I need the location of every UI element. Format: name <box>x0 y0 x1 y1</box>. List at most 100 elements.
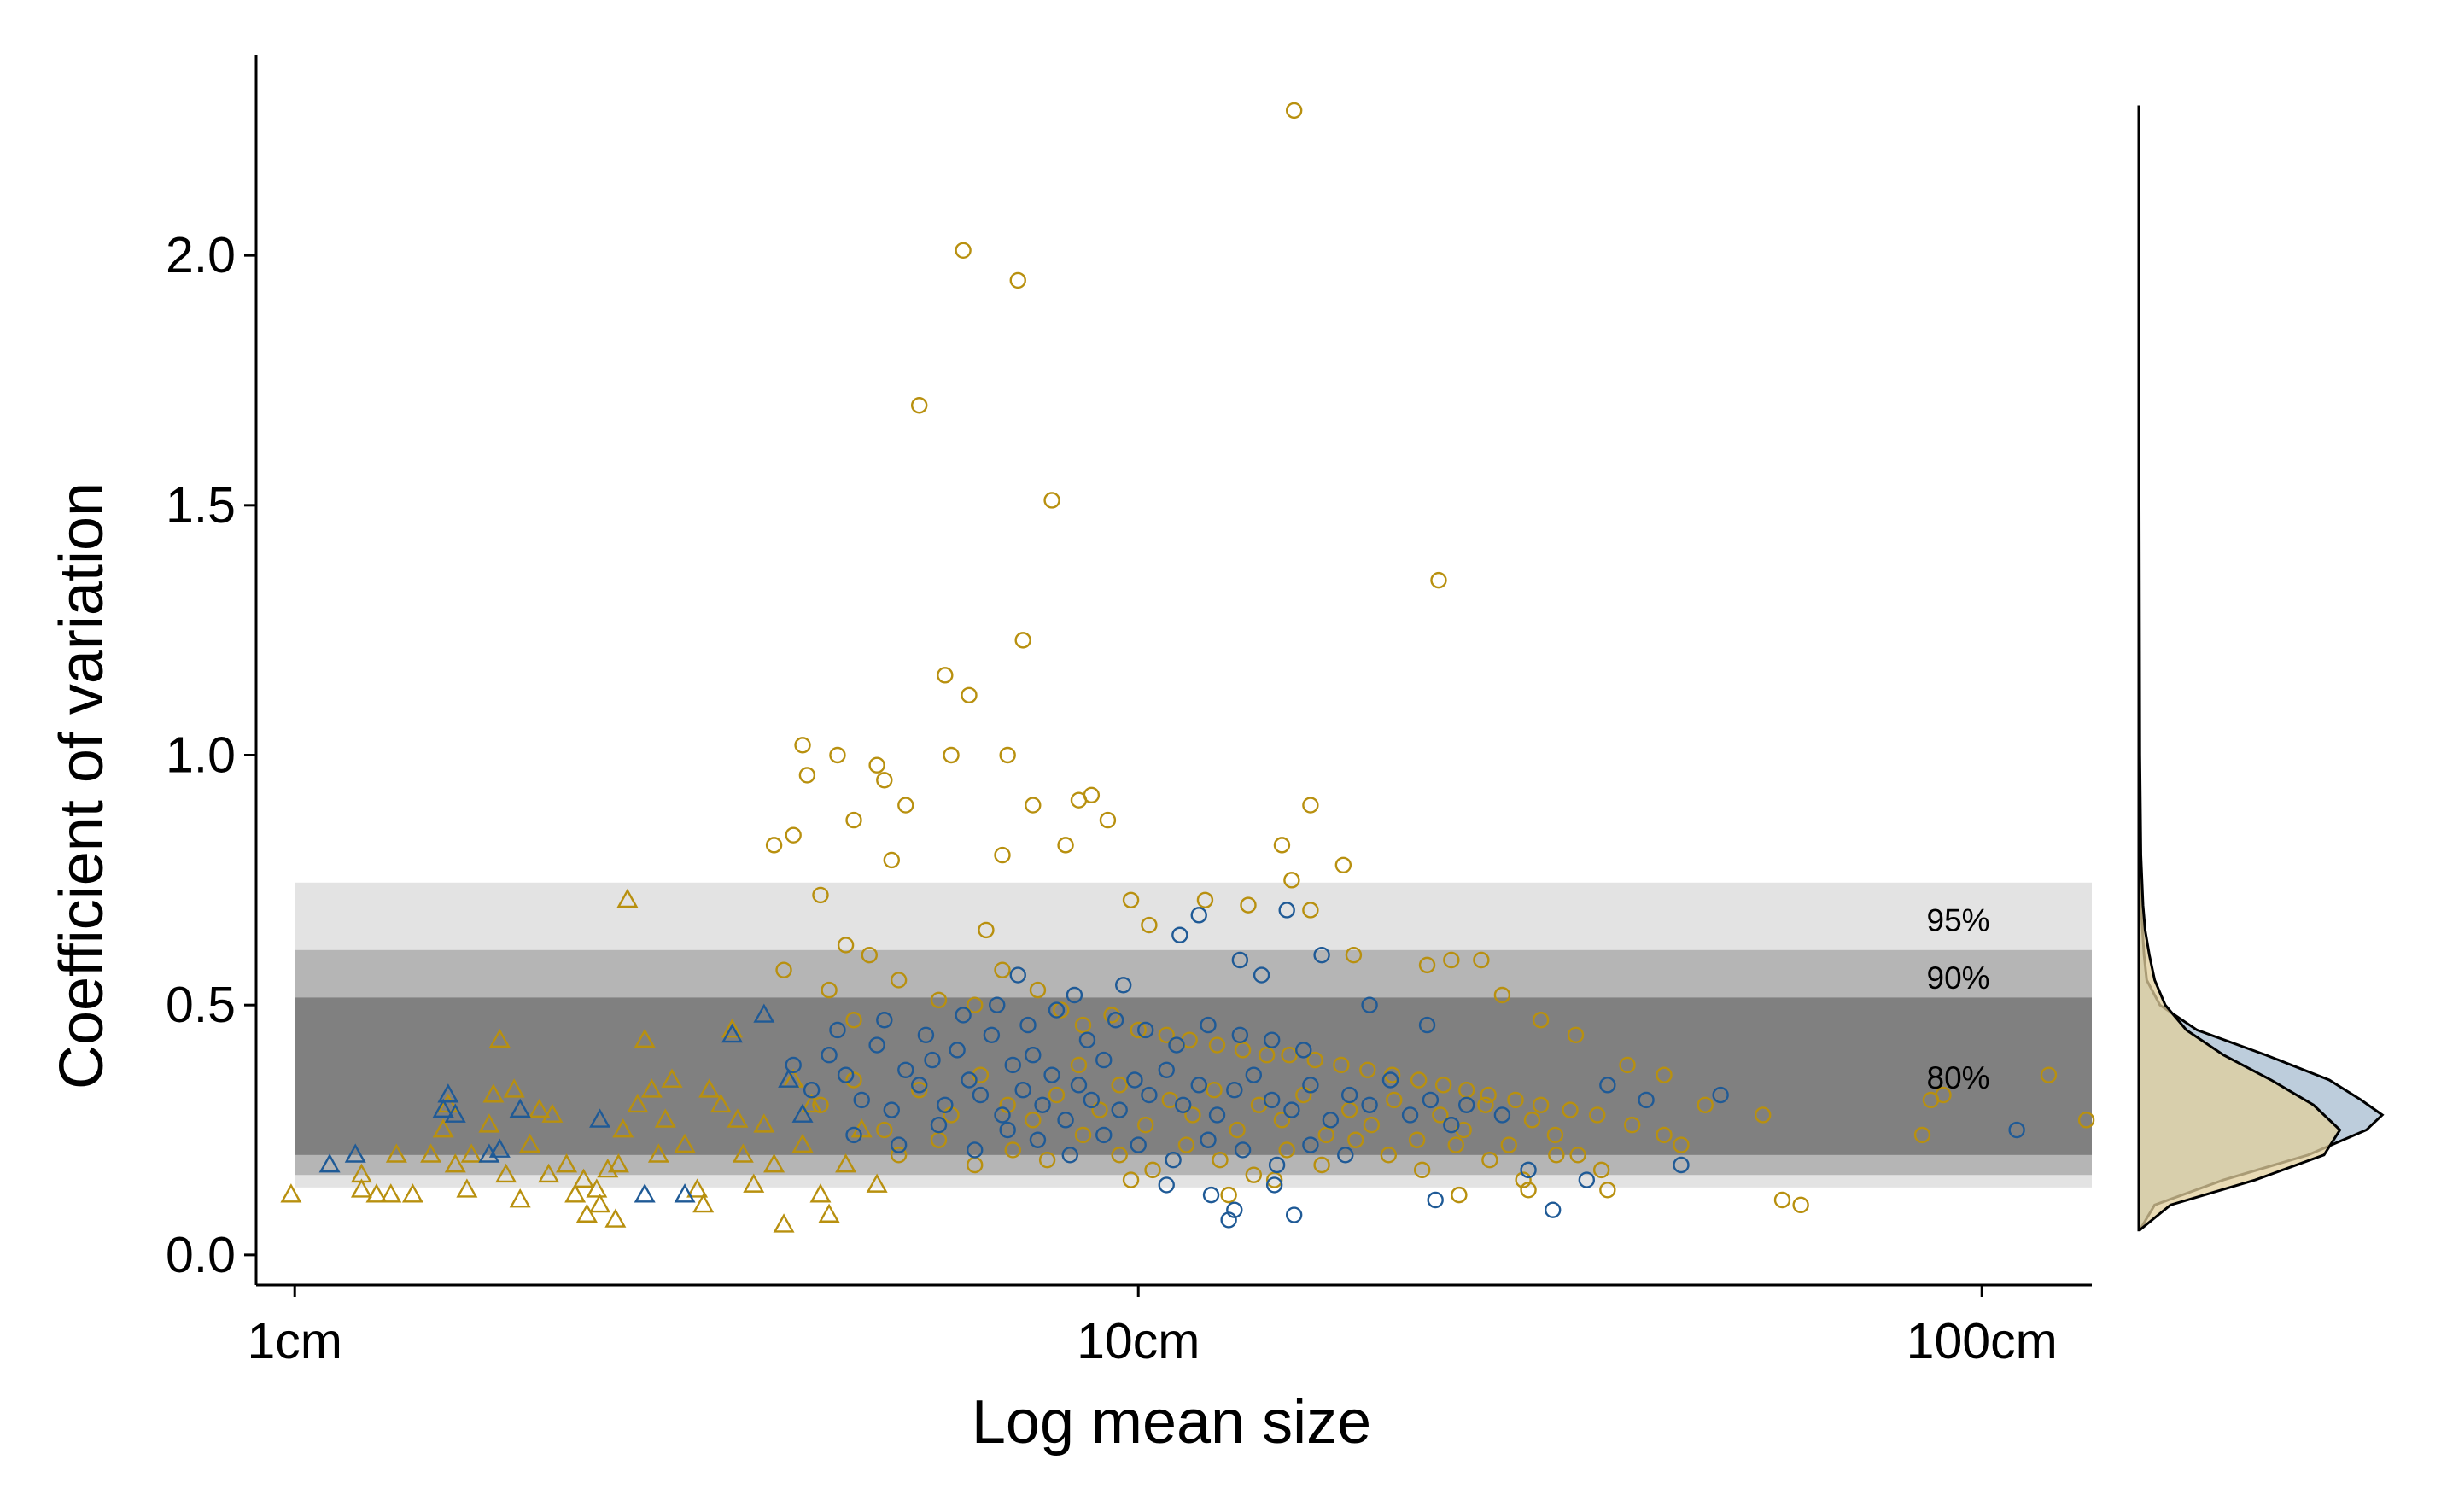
data-point-circle <box>1226 1082 1243 1099</box>
data-point-circle <box>803 1082 821 1099</box>
data-point-circle <box>1313 1156 1330 1174</box>
data-point-triangle <box>350 1163 372 1183</box>
data-point-circle <box>1171 926 1188 943</box>
data-point-circle <box>1107 1012 1124 1029</box>
data-point-triangle <box>866 1173 888 1193</box>
data-point-circle <box>785 1056 802 1074</box>
data-point-circle <box>999 746 1016 764</box>
band-label-80pct: 80% <box>1927 1060 1990 1095</box>
data-point-circle <box>1359 1061 1376 1078</box>
data-point-circle <box>930 1116 948 1134</box>
data-point-circle <box>1333 1056 1350 1074</box>
data-point-circle <box>1422 1091 1440 1109</box>
data-point-circle <box>1386 1091 1403 1109</box>
data-point-circle <box>1507 1091 1524 1109</box>
data-point-triangle <box>456 1178 478 1198</box>
data-point-circle <box>1451 1186 1468 1204</box>
data-point-circle <box>949 1042 966 1059</box>
data-point-circle <box>1070 1056 1088 1074</box>
data-point-circle <box>1295 1042 1312 1059</box>
data-point-circle <box>1095 1126 1113 1144</box>
data-point-circle <box>1231 951 1249 969</box>
data-point-circle <box>983 1026 1001 1044</box>
percentile-bands <box>295 882 2092 1188</box>
data-point-circle <box>1599 1077 1616 1094</box>
y-axis-title: Coefficient of variation <box>48 482 116 1089</box>
data-point-circle <box>1048 1001 1066 1019</box>
data-point-triangle <box>519 1133 541 1153</box>
data-point-triangle <box>654 1108 676 1128</box>
data-point-circle <box>1074 1126 1092 1144</box>
data-point-circle <box>1523 1112 1541 1129</box>
data-point-circle <box>1206 1082 1223 1099</box>
data-point-circle <box>861 946 878 964</box>
data-point-circle <box>1111 1077 1128 1094</box>
data-point-circle <box>1302 1136 1319 1153</box>
data-point-circle <box>1130 1021 1147 1039</box>
data-point-circle <box>955 242 972 259</box>
data-point-circle <box>1773 1191 1791 1209</box>
data-point-circle <box>1263 1031 1281 1048</box>
data-point-circle <box>1070 1077 1088 1094</box>
data-point-circle <box>961 1071 978 1089</box>
data-point-circle <box>1592 1161 1610 1179</box>
data-point-triangle <box>541 1103 564 1123</box>
data-point-circle <box>1025 1047 1042 1064</box>
data-point-circle <box>961 686 978 703</box>
data-point-circle <box>890 1136 908 1153</box>
data-point-circle <box>868 1036 885 1054</box>
data-point-circle <box>955 1007 972 1024</box>
data-point-circle <box>1057 837 1074 854</box>
data-point-circle <box>1317 1126 1334 1144</box>
data-point-circle <box>1546 1126 1564 1144</box>
data-point-circle <box>1381 1071 1399 1089</box>
data-point-circle <box>1137 1021 1154 1039</box>
data-point-circle <box>890 972 908 989</box>
data-point-circle <box>1363 1116 1381 1134</box>
data-point-circle <box>1273 1112 1291 1129</box>
data-point-circle <box>1313 946 1330 964</box>
data-point-circle <box>1103 1007 1120 1024</box>
data-point-circle <box>1057 1112 1074 1129</box>
data-point-circle <box>1208 1106 1226 1124</box>
data-point-circle <box>1443 1116 1460 1134</box>
data-point-triangle <box>385 1143 407 1163</box>
data-point-circle <box>829 1021 846 1039</box>
data-point-circle <box>1137 1116 1154 1134</box>
data-point-triangle <box>732 1143 754 1163</box>
data-point-circle <box>775 961 792 978</box>
data-point-circle <box>1091 1101 1108 1118</box>
data-point-circle <box>1656 1066 1673 1083</box>
data-point-triangle <box>573 1168 595 1188</box>
data-point-triangle <box>556 1153 578 1173</box>
data-point-triangle <box>791 1133 814 1153</box>
data-point-circle <box>1755 1106 1772 1124</box>
data-point-circle <box>1174 1096 1192 1113</box>
data-point-triangle <box>721 1023 744 1043</box>
data-point-circle <box>1410 1071 1428 1089</box>
data-point-circle <box>2077 1112 2095 1129</box>
data-point-triangle <box>488 1028 511 1048</box>
data-point-circle <box>1380 1147 1398 1164</box>
data-point-circle <box>1141 916 1158 934</box>
data-point-circle <box>1285 102 1303 120</box>
data-point-circle <box>876 1012 893 1029</box>
data-point-triangle <box>380 1183 402 1203</box>
data-point-triangle <box>607 1153 629 1173</box>
data-point-circle <box>890 1147 908 1164</box>
data-point-triangle <box>444 1153 466 1173</box>
data-point-circle <box>1544 1201 1562 1218</box>
data-point-circle <box>1418 956 1436 974</box>
data-point-circle <box>845 1071 862 1089</box>
data-point-circle <box>1245 1166 1263 1183</box>
density-panel <box>2137 105 2385 1232</box>
x-tick-label: 1cm <box>247 1313 342 1369</box>
data-point-circle <box>1025 797 1042 814</box>
data-point-triangle <box>509 1188 531 1208</box>
data-point-circle <box>1562 1101 1579 1118</box>
data-point-circle <box>1548 1147 1565 1164</box>
data-point-triangle <box>401 1183 423 1203</box>
data-point-circle <box>1078 1031 1096 1048</box>
data-point-circle <box>1500 1136 1517 1153</box>
